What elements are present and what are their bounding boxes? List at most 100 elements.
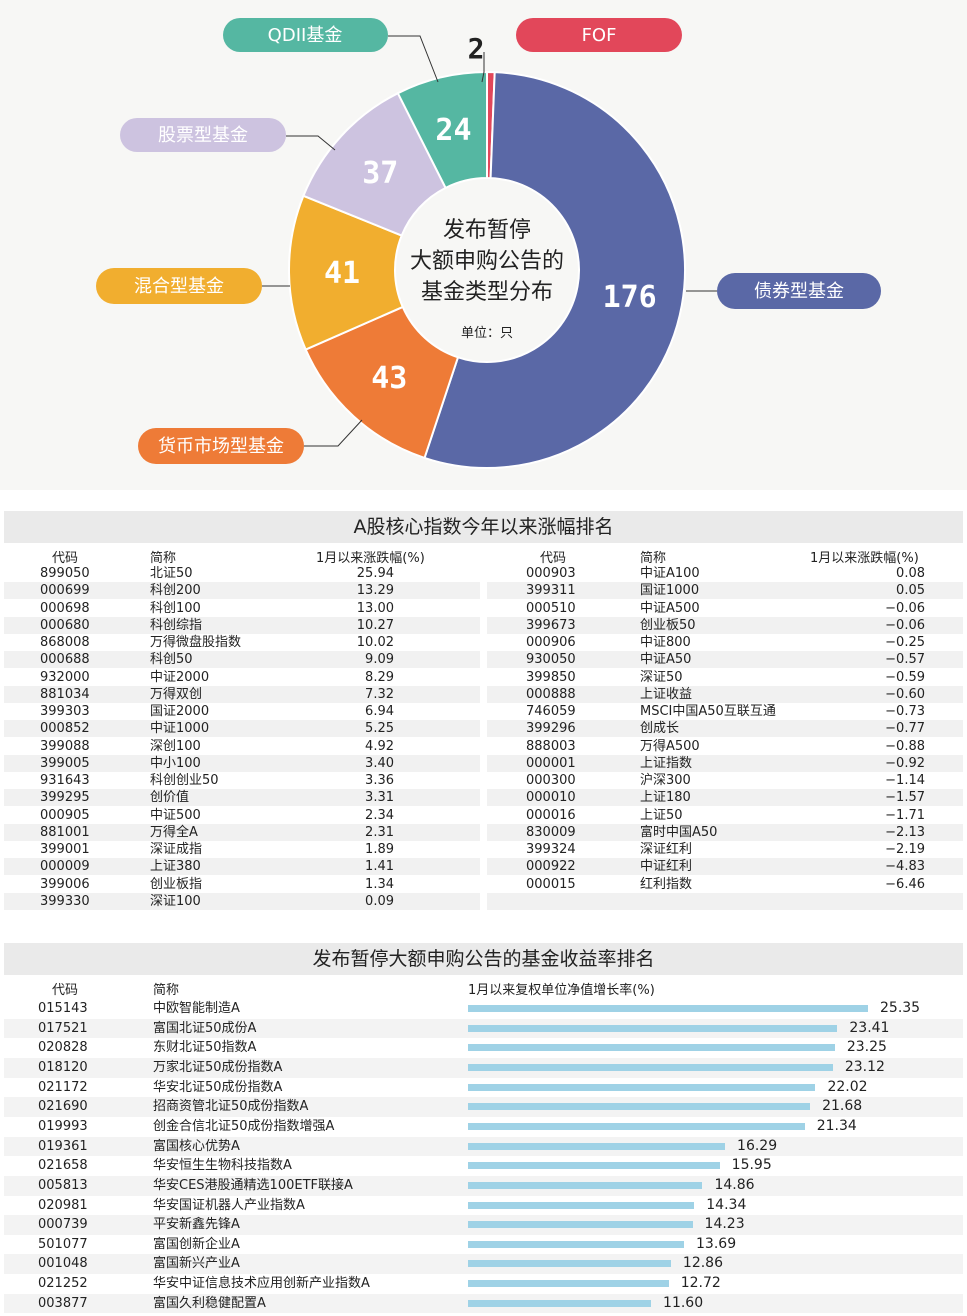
index-table-row-left: 868008 万得微盘股指数 10.02 xyxy=(4,634,480,651)
index-name: 中证1000 xyxy=(150,721,210,737)
fund-name: 华安恒生生物科技指数A xyxy=(153,1158,292,1174)
index-table-row-right: 000906 中证800 −0.25 xyxy=(487,634,963,651)
fund-code: 021690 xyxy=(38,1099,88,1115)
index-code: 881001 xyxy=(40,824,90,840)
index-table-row-right: 000922 中证红利 −4.83 xyxy=(487,858,963,876)
index-name: 深证成指 xyxy=(150,842,203,857)
index-table-row-right: 000888 上证收益 −0.60 xyxy=(487,685,963,703)
fund-growth-bar xyxy=(468,1024,838,1032)
fund-name: 创金合信北证50成份指数增强A xyxy=(153,1118,335,1134)
index-change-value: −0.60 xyxy=(885,686,925,702)
index-change-value: 8.29 xyxy=(365,669,394,685)
fund-type-donut-chart: QDII基金 FOF 股票型基金 混合型基金 货币市场型基金 债券型基金 xyxy=(96,18,881,469)
index-table-row-right: 399324 深证红利 −2.19 xyxy=(487,841,963,858)
index-table-row-left: 000905 中证500 2.34 xyxy=(4,807,480,824)
index-table-row-left: 000852 中证1000 5.25 xyxy=(4,720,480,738)
fund-code: 003877 xyxy=(38,1295,88,1311)
index-change-value: 5.25 xyxy=(365,721,394,737)
index-table-row-right: 399311 国证1000 0.05 xyxy=(487,582,963,600)
index-change-value: 6.94 xyxy=(365,704,394,719)
index-name: 万得双创 xyxy=(150,686,203,702)
index-code: 830009 xyxy=(526,824,576,840)
fund-ranking-row: 020981 华安国证机器人产业指数A 14.34 xyxy=(4,1196,963,1216)
index-name: 创业板指 xyxy=(150,876,203,892)
index-change-value: 9.09 xyxy=(365,652,394,668)
index-code: 888003 xyxy=(526,738,576,754)
index-table-row-right: 399296 创成长 −0.77 xyxy=(487,720,963,738)
index-name: 沪深300 xyxy=(640,773,691,788)
index-change-value: 13.29 xyxy=(356,583,394,599)
fund-growth-value: 12.72 xyxy=(680,1275,721,1292)
index-code: 000906 xyxy=(526,635,576,650)
index-name: 国证2000 xyxy=(150,704,210,719)
donut-unit: 单位：只 xyxy=(461,326,513,341)
fund-ranking-row: 017521 富国北证50成份A 23.41 xyxy=(4,1018,963,1039)
fund-growth-value: 14.86 xyxy=(714,1176,755,1193)
index-change-value: −0.06 xyxy=(885,617,925,633)
index-code: 000680 xyxy=(40,617,90,633)
index-table-row-right: 399850 深证50 −0.59 xyxy=(487,669,963,686)
fund-name: 富国久利稳健配置A xyxy=(153,1295,266,1311)
index-table-row-right: 888003 万得A500 −0.88 xyxy=(487,738,963,755)
fund-growth-bar xyxy=(468,1083,816,1091)
donut-title-line-2: 大额申购公告的 xyxy=(410,249,564,274)
index-name: 科创200 xyxy=(150,583,201,599)
fund-growth-bar xyxy=(468,1103,811,1111)
index-right-header-name: 简称 xyxy=(640,551,667,566)
index-table-title: A股核心指数今年以来涨幅排名 xyxy=(4,511,963,543)
legend-label-qdii: QDII基金 xyxy=(268,25,343,46)
index-name: 中证500 xyxy=(150,807,201,823)
fund-growth-value: 21.68 xyxy=(822,1098,863,1115)
index-table-row-right: 000001 上证指数 −0.92 xyxy=(487,754,963,772)
index-table-row-left: 399295 创价值 3.31 xyxy=(4,789,480,807)
index-code: 399673 xyxy=(526,617,576,633)
index-code: 000698 xyxy=(40,600,90,616)
index-code: 399330 xyxy=(40,893,90,909)
leader-line-fof xyxy=(481,52,485,83)
index-code: 399006 xyxy=(40,876,90,892)
index-code: 000699 xyxy=(40,583,90,599)
leader-line-stock xyxy=(286,135,336,151)
index-code: 000300 xyxy=(526,773,576,788)
donut-value-label-stock: 37 xyxy=(362,156,398,191)
index-change-value: −0.59 xyxy=(885,669,925,685)
index-code: 000010 xyxy=(526,790,576,806)
fund-growth-value: 21.34 xyxy=(816,1117,857,1134)
index-change-value: −2.13 xyxy=(885,824,925,840)
fund-code: 015143 xyxy=(38,1001,88,1016)
index-name: 富时中国A50 xyxy=(640,824,718,840)
index-name: 中证800 xyxy=(640,635,691,650)
index-name: 科创创业50 xyxy=(150,773,219,788)
index-table-row-left: 881034 万得双创 7.32 xyxy=(4,685,480,703)
index-table-row-right: 000300 沪深300 −1.14 xyxy=(487,772,963,789)
index-code: 399324 xyxy=(526,842,576,857)
fund-growth-bar xyxy=(468,1299,652,1307)
index-name: 红利指数 xyxy=(640,876,693,892)
index-code: 746059 xyxy=(526,704,576,719)
index-name: 中证2000 xyxy=(150,669,210,685)
fund-ranking-row: 019993 创金合信北证50成份指数增强A 21.34 xyxy=(4,1117,963,1137)
legend-label-stock: 股票型基金 xyxy=(158,125,248,146)
index-name: 创成长 xyxy=(640,721,680,737)
index-name: 国证1000 xyxy=(640,583,700,599)
donut-value-label-money: 43 xyxy=(371,361,407,396)
index-name: 上证380 xyxy=(150,859,201,875)
leader-line-qdii xyxy=(388,35,439,83)
index-change-value: 0.05 xyxy=(896,583,925,599)
fund-name: 富国新兴产业A xyxy=(153,1256,240,1272)
fund-code: 000739 xyxy=(38,1217,88,1233)
index-table-row-right: 000015 红利指数 −6.46 xyxy=(487,876,963,893)
index-name: 创价值 xyxy=(150,790,190,806)
fund-ranking-title: 发布暂停大额申购公告的基金收益率排名 xyxy=(4,943,963,975)
fund-growth-bar xyxy=(468,1063,833,1071)
fund-ranking-row: 003877 富国久利稳健配置A 11.60 xyxy=(4,1293,963,1314)
index-change-value: −0.92 xyxy=(885,755,925,771)
fund-name: 万家北证50成份指数A xyxy=(153,1059,283,1075)
index-change-value: −0.77 xyxy=(885,721,925,737)
fund-ranking-row: 021658 华安恒生生物科技指数A 15.95 xyxy=(4,1156,963,1176)
index-code: 000001 xyxy=(526,755,576,771)
index-code: 000905 xyxy=(40,807,90,823)
fund-growth-value: 23.25 xyxy=(846,1039,887,1056)
legend-pill-bond: 债券型基金 xyxy=(717,273,881,309)
index-code: 399303 xyxy=(40,704,90,719)
